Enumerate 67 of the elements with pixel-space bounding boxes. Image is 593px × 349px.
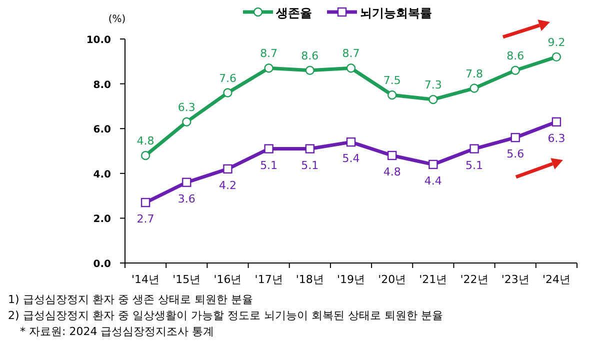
point [552, 52, 562, 62]
x-tick-label: '16년 [214, 273, 242, 286]
point [264, 64, 274, 73]
x-tick-label: '14년 [132, 273, 160, 286]
point [428, 94, 438, 104]
data-label: 7.3 [424, 78, 442, 92]
point [510, 132, 520, 142]
data-label: 8.7 [260, 47, 278, 60]
y-tick-label: 4.0 [93, 169, 112, 180]
data-label: 5.1 [260, 158, 278, 172]
point [140, 150, 150, 160]
point [387, 150, 397, 160]
point [305, 144, 315, 154]
data-label: 5.1 [466, 158, 484, 172]
text: 1) 급성심장정지 환자 중 생존 상태로 퇴원한 분율 [8, 293, 253, 306]
y-tick-label: 8.0 [93, 80, 112, 91]
data-label: 5.6 [506, 148, 524, 161]
text: 2) 급성심장정지 환자 중 일상생활이 가능할 정도로 뇌기능이 회복된 상태로 퇴원한 분율 [8, 309, 443, 322]
y-tick-label: 10.0 [86, 35, 112, 46]
point [387, 90, 397, 100]
y-tick-label: 6.0 [93, 124, 112, 136]
x-tick-label: '23년 [501, 273, 530, 286]
data-label: 6.3 [178, 100, 196, 114]
point [223, 88, 232, 98]
point [470, 144, 479, 154]
y-tick-label: 0.0 [93, 259, 112, 270]
y-axis-title: (%) [108, 14, 126, 25]
data-label: 7.5 [383, 74, 401, 87]
data-label: 7.6 [218, 72, 236, 85]
point [182, 117, 192, 126]
point [305, 66, 315, 75]
data-label: 3.6 [178, 192, 196, 206]
data-label: 9.2 [548, 36, 566, 49]
data-label: 5.1 [301, 158, 319, 172]
point [264, 144, 274, 154]
point [223, 164, 232, 174]
point [552, 117, 562, 126]
point [182, 178, 192, 187]
data-label: 4.4 [424, 174, 442, 188]
x-tick-label: '19년 [336, 273, 366, 286]
y-tick-label: 2.0 [93, 214, 112, 226]
data-label: 8.7 [342, 47, 360, 60]
legend-label: 생존율 [275, 6, 312, 20]
point [510, 66, 520, 75]
x-tick-label: '21년 [419, 273, 448, 286]
point [346, 137, 356, 147]
data-label: 8.6 [506, 49, 524, 62]
x-tick-label: '22년 [460, 273, 488, 286]
legend-label: 뇌기능회복률 [360, 6, 432, 20]
text: * 자료원: 2024 급성심장정지조사 통계 [20, 325, 214, 338]
data-label: 8.6 [301, 49, 319, 62]
data-label: 2.7 [136, 212, 154, 226]
point [428, 160, 438, 170]
point [140, 198, 150, 208]
data-label: 4.2 [218, 178, 236, 192]
data-label: 4.8 [383, 165, 401, 178]
data-label: 6.3 [548, 132, 566, 145]
x-tick-label: '15년 [172, 273, 201, 286]
data-label: 7.8 [466, 67, 484, 80]
x-tick-label: '18년 [296, 273, 324, 286]
point [470, 84, 479, 93]
data-label: 4.8 [136, 134, 154, 148]
x-tick-label: '20년 [378, 273, 406, 286]
point [346, 64, 356, 73]
x-tick-label: '24년 [542, 273, 570, 286]
data-label: 5.4 [342, 152, 360, 166]
x-tick-label: '17년 [254, 273, 283, 286]
